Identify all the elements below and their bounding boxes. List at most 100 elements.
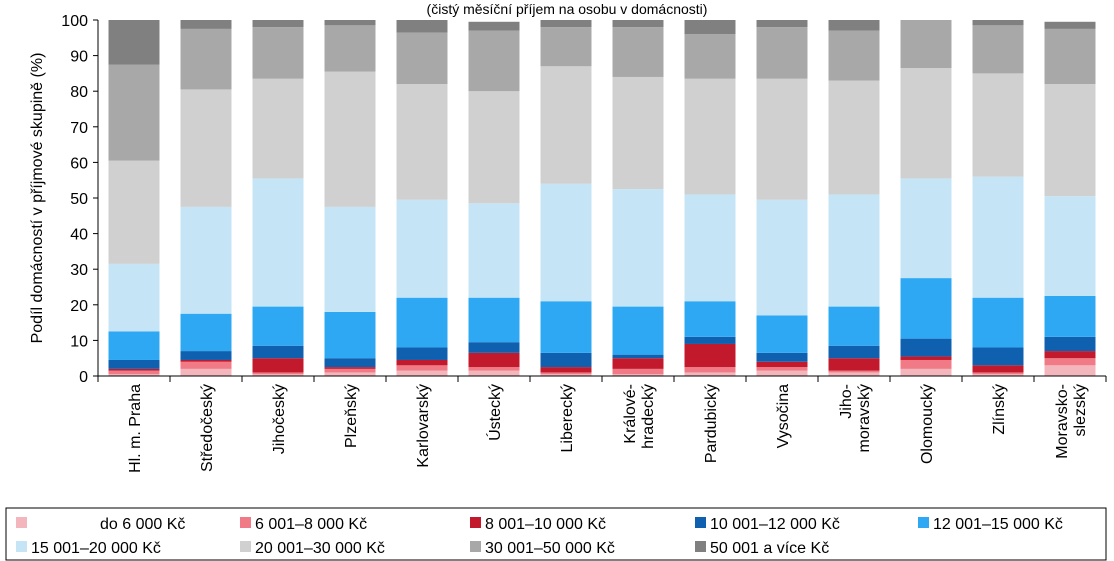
bar-segment — [324, 20, 376, 26]
bar-segment — [252, 178, 304, 307]
legend-swatch — [918, 517, 929, 528]
bar-segment — [900, 178, 952, 279]
bar-segment — [612, 306, 664, 355]
x-category-label: Moravsko- — [1054, 384, 1071, 459]
x-category-label: Olomoucký — [919, 384, 936, 464]
bar-segment — [612, 189, 664, 307]
y-tick-label: 30 — [70, 262, 88, 279]
bar-segment — [972, 176, 1024, 298]
bar-segment — [972, 25, 1024, 74]
bar-segment — [612, 76, 664, 190]
bar-segment — [396, 365, 448, 371]
bar-segment — [468, 367, 520, 371]
legend: do 6 000 Kč 6 001–8 000 Kč 8 001–10 000 Kč… — [5, 507, 1107, 561]
bars-layer — [108, 20, 1096, 376]
x-category-label: slezský — [1072, 384, 1089, 436]
bar-segment — [324, 25, 376, 72]
bar-segment — [252, 358, 304, 373]
bar-segment — [1044, 351, 1096, 359]
bar-segment — [252, 306, 304, 346]
legend-swatch — [240, 517, 251, 528]
x-category-label: Liberecký — [559, 384, 576, 452]
bar-segment — [972, 372, 1024, 375]
x-category-label: moravský — [856, 384, 873, 452]
bar-segment — [540, 27, 592, 67]
bar-segment — [900, 20, 952, 69]
bar-segment — [684, 34, 736, 79]
bar-segment — [396, 199, 448, 298]
bar-segment — [108, 263, 160, 332]
bar-segment — [756, 315, 808, 353]
bar-segment — [540, 372, 592, 375]
x-category-label: Plzeňský — [343, 384, 360, 448]
bar-segment — [972, 374, 1024, 376]
bar-segment — [324, 311, 376, 359]
bar-segment — [396, 359, 448, 366]
bar-segment — [396, 347, 448, 360]
bar-segment — [180, 89, 232, 207]
bar-segment — [252, 78, 304, 179]
legend-label: do 6 000 Kč — [100, 516, 185, 533]
bar-segment — [900, 338, 952, 357]
bar-segment — [468, 370, 520, 376]
bar-segment — [1044, 28, 1096, 85]
bar-segment — [972, 73, 1024, 177]
bar-segment — [540, 301, 592, 353]
bar-segment — [612, 374, 664, 376]
bar-segment — [1044, 21, 1096, 29]
bar-segment — [972, 365, 1024, 373]
bar-segment — [252, 345, 304, 359]
bar-segment — [324, 367, 376, 369]
bar-segment — [612, 368, 664, 375]
bar-segment — [324, 71, 376, 207]
bar-segment — [324, 206, 376, 312]
bar-segment — [1044, 365, 1096, 376]
bar-segment — [1044, 358, 1096, 366]
bar-segment — [1044, 295, 1096, 337]
bar-segment — [1044, 336, 1096, 352]
bar-segment — [396, 297, 448, 348]
bar-segment — [612, 358, 664, 369]
bar-segment — [684, 367, 736, 373]
bar-segment — [900, 359, 952, 369]
bar-segment — [540, 374, 592, 376]
bar-segment — [324, 358, 376, 368]
chart-subtitle: (čistý měsíční příjem na osobu v domácno… — [427, 1, 708, 17]
bar-segment — [612, 20, 664, 28]
axes-layer — [97, 20, 1107, 382]
y-tick-label: 90 — [70, 49, 88, 66]
bar-segment — [108, 160, 160, 264]
bar-segment — [180, 313, 232, 352]
bar-segment — [684, 343, 736, 368]
bar-segment — [252, 27, 304, 79]
x-category-label: Vysočina — [775, 384, 792, 448]
bar-segment — [756, 199, 808, 316]
legend-swatch — [16, 517, 27, 528]
bar-segment — [828, 370, 880, 373]
bar-segment — [756, 367, 808, 371]
bar-segment — [180, 20, 232, 29]
legend-swatch — [695, 517, 706, 528]
legend-label: 15 001–20 000 Kč — [31, 540, 161, 557]
bar-segment — [108, 374, 160, 376]
bar-segment — [684, 301, 736, 337]
bar-segment — [108, 20, 160, 65]
legend-swatch — [470, 517, 481, 528]
bar-segment — [324, 372, 376, 376]
bar-segment — [468, 30, 520, 92]
legend-swatch — [240, 541, 251, 552]
x-category-label: hradecký — [640, 384, 657, 449]
bar-segment — [684, 20, 736, 35]
y-tick-label: 80 — [70, 84, 88, 101]
bar-segment — [684, 372, 736, 376]
bar-segment — [972, 297, 1024, 348]
bar-segment — [900, 356, 952, 360]
bar-segment — [108, 370, 160, 375]
bar-segment — [540, 367, 592, 373]
bar-segment — [756, 27, 808, 79]
bar-segment — [540, 183, 592, 302]
y-axis-title: Podíl domácností v příjmové skupině (%) — [29, 53, 46, 344]
bar-segment — [108, 64, 160, 161]
y-ticks-layer: 0 10 20 30 40 50 60 70 80 90 100 — [61, 13, 98, 386]
